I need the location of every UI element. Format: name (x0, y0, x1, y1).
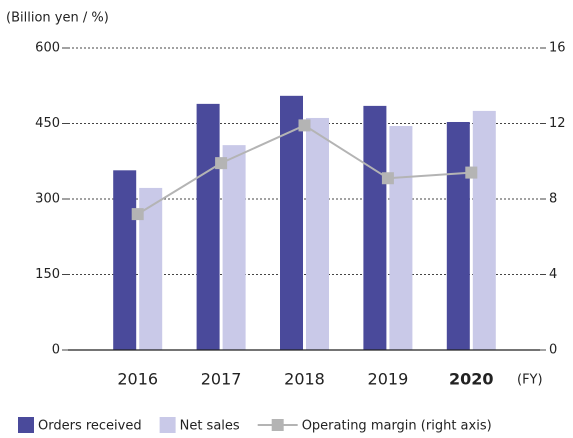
legend-swatch (18, 417, 34, 433)
y2-tick-label: 12 (549, 116, 566, 131)
line-marker (465, 166, 478, 179)
line (137, 124, 472, 215)
x-tick-label: 2016 (117, 370, 158, 389)
bar (306, 117, 329, 350)
y-tick-label: 600 (35, 41, 60, 56)
bar (222, 145, 246, 350)
x-tick-label: 2019 (368, 370, 409, 389)
legend-marker (271, 419, 284, 431)
legend-label: Operating margin (right axis) (302, 419, 492, 434)
line-marker (381, 172, 394, 185)
legend-swatch (159, 417, 176, 433)
y-tick-label: 0 (52, 343, 60, 358)
bar (472, 110, 496, 351)
bar (139, 187, 163, 350)
bar (389, 126, 413, 351)
legend-label: Orders received (38, 419, 142, 434)
line-marker (215, 157, 228, 170)
bar (363, 105, 387, 350)
y-tick-label: 450 (35, 116, 60, 131)
y2-tick-label: 8 (549, 192, 557, 207)
x-tick-label: 2018 (284, 370, 325, 389)
bar (196, 103, 220, 351)
y-tick-label: 300 (35, 192, 60, 207)
bar (446, 121, 470, 351)
line-marker (298, 119, 311, 132)
line-marker (131, 208, 144, 221)
y-tick-label: 150 (35, 267, 60, 282)
bar (280, 95, 303, 350)
bar (113, 170, 137, 350)
x-tick-label: 2017 (201, 370, 242, 389)
x-axis-label: (FY) (517, 373, 543, 388)
y2-tick-label: 4 (549, 267, 557, 282)
legend-label: Net sales (180, 419, 240, 434)
y2-tick-label: 16 (549, 41, 566, 56)
x-tick-label: 2020 (449, 370, 494, 389)
y-axis-label: (Billion yen / %) (6, 11, 109, 26)
y2-tick-label: 0 (549, 343, 557, 358)
